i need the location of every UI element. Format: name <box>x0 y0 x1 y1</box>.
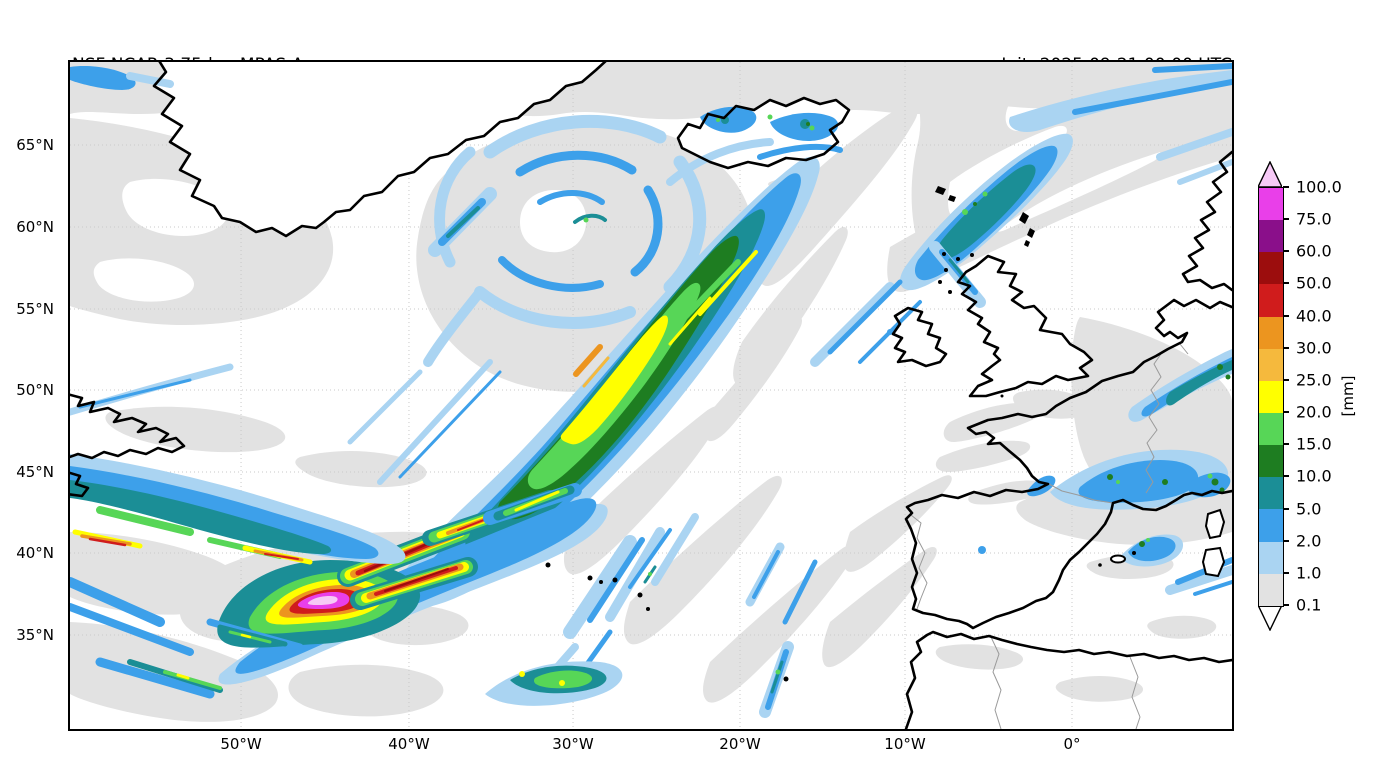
colorbar-tick <box>1283 282 1289 285</box>
lat-tick-label: 50°N <box>16 381 54 400</box>
longitude-axis: 50°W 40°W 30°W 20°W 10°W 0° <box>70 733 1232 759</box>
lat-tick-label: 45°N <box>16 463 54 481</box>
lon-tick-label: 40°W <box>388 735 430 753</box>
colorbar-tick <box>1283 378 1289 381</box>
lat-tick-label: 55°N <box>16 299 54 318</box>
country-borders-layer <box>910 333 1189 729</box>
colorbar-tick <box>1283 218 1289 221</box>
colorbar-band <box>1259 348 1283 381</box>
continental-europe-coastline <box>904 298 1232 630</box>
colorbar-tick-label: 60.0 <box>1296 241 1332 261</box>
colorbar-tick-label: 2.0 <box>1296 531 1322 551</box>
colorbar-band <box>1259 445 1283 478</box>
colorbar-tick-label: 1.0 <box>1296 563 1322 583</box>
lat-tick-label: 60°N <box>16 218 54 237</box>
colorbar-tick-label: 30.0 <box>1296 338 1332 358</box>
lat-tick-label: 35°N <box>16 626 54 645</box>
colorbar-band <box>1259 541 1283 574</box>
colorbar-tick-label: 15.0 <box>1296 434 1332 454</box>
colorbar-tick <box>1283 346 1289 349</box>
colorbar-band <box>1259 252 1283 285</box>
colorbar-band <box>1259 188 1283 221</box>
lon-tick-label: 20°W <box>719 735 761 753</box>
colorbar-band <box>1259 573 1283 606</box>
colorbar-tick-label: 75.0 <box>1296 209 1332 229</box>
colorbar-tick-label: 100.0 <box>1296 177 1342 197</box>
lon-tick-label: 10°W <box>884 735 926 753</box>
colorbar-band <box>1259 477 1283 510</box>
colorbar-band <box>1259 316 1283 349</box>
precipitation-layer <box>70 63 1232 718</box>
colorbar-tick <box>1283 604 1289 606</box>
lat-tick-label: 40°N <box>16 543 54 562</box>
colorbar-tick-label: 40.0 <box>1296 306 1332 326</box>
colorbar-tick-label: 0.1 <box>1296 595 1322 615</box>
colorbar-tick <box>1283 475 1289 478</box>
colorbar-tick <box>1283 539 1289 542</box>
colorbar-under-arrow <box>1258 605 1282 631</box>
colorbar-band <box>1259 412 1283 446</box>
map-drawing <box>70 62 1232 729</box>
norway-coastline <box>1181 150 1232 292</box>
colorbar-tick <box>1283 186 1289 188</box>
north-africa-coastline <box>904 630 1232 729</box>
colorbar-band <box>1259 380 1283 413</box>
colorbar-tick <box>1283 314 1289 317</box>
map-canvas <box>68 60 1234 731</box>
colorbar-tick <box>1283 571 1289 574</box>
latitude-axis: 65°N 60°N 55°N 50°N 45°N 40°N 35°N <box>0 62 62 729</box>
colorbar-tick <box>1283 507 1289 510</box>
colorbar-band <box>1259 220 1283 253</box>
colorbar-tick-label: 25.0 <box>1296 370 1332 390</box>
lon-tick-label: 50°W <box>220 735 262 753</box>
colorbar-band <box>1259 284 1283 317</box>
lat-tick-label: 65°N <box>16 135 54 154</box>
colorbar-unit-label: [mm] <box>1339 375 1357 417</box>
colorbar-over-arrow <box>1258 161 1282 187</box>
labrador-coastline <box>70 471 90 498</box>
colorbar-tick-label: 50.0 <box>1296 273 1332 293</box>
lon-tick-label: 0° <box>1063 735 1081 753</box>
colorbar-tick <box>1283 250 1289 253</box>
precip-colorbar: [mm] 100.0 75.0 60.0 50.0 40.0 30.0 25.0 20.0 15… <box>1252 160 1378 652</box>
colorbar-band <box>1259 509 1283 542</box>
colorbar-scale <box>1258 187 1284 607</box>
colorbar-tick-label: 10.0 <box>1296 466 1332 486</box>
colorbar-tick-label: 20.0 <box>1296 402 1332 422</box>
colorbar-tick-label: 5.0 <box>1296 499 1322 519</box>
small-islands <box>545 186 1226 682</box>
colorbar-tick <box>1283 443 1289 446</box>
newfoundland-coastline <box>70 393 186 460</box>
colorbar-tick <box>1283 411 1289 414</box>
coastlines-layer <box>70 62 1232 729</box>
lon-tick-label: 30°W <box>552 735 594 753</box>
